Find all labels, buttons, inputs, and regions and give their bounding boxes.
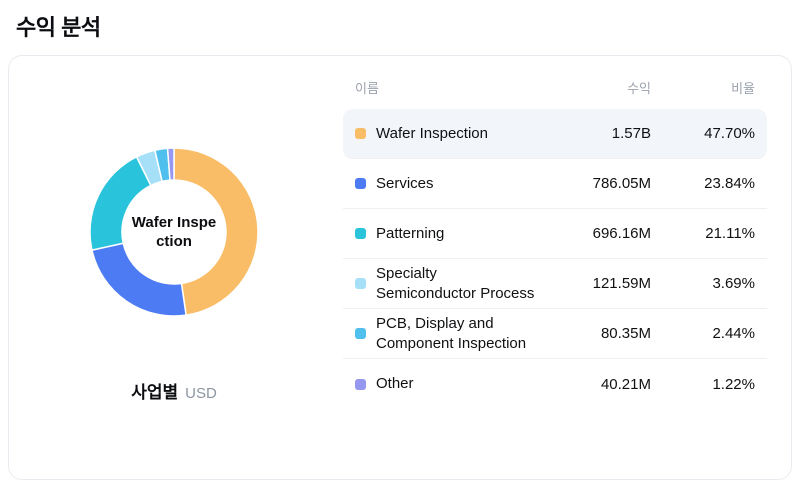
series-color-marker: [355, 228, 366, 239]
table-row[interactable]: Services 786.05M 23.84%: [343, 159, 767, 209]
series-ratio: 2.44%: [712, 325, 755, 342]
series-name-cell: Specialty Semiconductor Process: [355, 264, 541, 303]
series-revenue: 121.59M: [592, 275, 651, 292]
table-row[interactable]: Wafer Inspection 1.57B 47.70%: [343, 109, 767, 159]
series-revenue: 40.21M: [600, 375, 651, 393]
series-ratio: 3.69%: [712, 275, 755, 292]
series-name: Other: [376, 375, 414, 393]
donut-slice[interactable]: [91, 242, 187, 317]
series-color-marker: [355, 328, 366, 339]
header-ratio: 비율: [731, 81, 755, 96]
legend-rows: Wafer Inspection 1.57B 47.70% Services 786.0…: [343, 109, 767, 409]
series-color-marker: [355, 178, 366, 189]
donut-chart: Wafer Inspection: [74, 132, 274, 332]
series-color-marker: [355, 378, 366, 390]
series-name-cell: Patterning: [355, 224, 541, 244]
series-color-marker: [355, 128, 366, 139]
series-name: Services: [376, 174, 434, 192]
series-ratio: 21.11%: [705, 225, 755, 242]
table-row[interactable]: PCB, Display and Component Inspection 80.…: [343, 309, 767, 359]
chart-column: Wafer Inspection 사업별 USD: [9, 56, 339, 479]
series-name: PCB, Display and Component Inspection: [376, 315, 527, 352]
series-ratio: 47.70%: [704, 125, 755, 142]
series-name-cell: Wafer Inspection: [355, 124, 541, 144]
revenue-breakdown-card: Wafer Inspection 사업별 USD 이름 수익 비율 Wafer I…: [8, 55, 792, 480]
series-name-cell: PCB, Display and Component Inspection: [355, 314, 541, 353]
chart-caption: 사업별 USD: [131, 378, 217, 403]
donut-chart-svg: [89, 147, 259, 317]
chart-caption-label: 사업별: [131, 383, 179, 402]
series-revenue: 1.57B: [611, 125, 651, 142]
header-name: 이름: [355, 81, 379, 96]
series-color-marker: [355, 278, 366, 289]
table-row[interactable]: Other 40.21M 1.22%: [343, 359, 767, 409]
page-title: 수익 분석: [16, 15, 101, 40]
table-row[interactable]: Specialty Semiconductor Process 121.59M 3.…: [343, 259, 767, 309]
series-revenue: 786.05M: [592, 175, 651, 192]
series-revenue: 80.35M: [600, 325, 651, 342]
table-row[interactable]: Patterning 696.16M 21.11%: [343, 209, 767, 259]
series-name: Wafer Inspection: [376, 124, 488, 142]
chart-caption-unit: USD: [185, 385, 217, 402]
legend-table: 이름 수익 비율 Wafer Inspection 1.57B 47.70% Serv…: [339, 56, 791, 479]
series-name-cell: Other: [355, 374, 541, 394]
series-name: Specialty Semiconductor Process: [376, 265, 535, 302]
donut-slice[interactable]: [166, 147, 175, 181]
header-revenue: 수익: [627, 81, 651, 96]
series-ratio: 23.84%: [704, 175, 755, 192]
series-name-cell: Services: [355, 174, 541, 194]
legend-table-header: 이름 수익 비율: [343, 78, 767, 109]
series-revenue: 696.16M: [592, 225, 651, 242]
series-name: Patterning: [376, 224, 445, 242]
series-ratio: 1.22%: [712, 375, 755, 393]
donut-slice[interactable]: [173, 147, 259, 316]
donut-slice[interactable]: [89, 155, 152, 252]
